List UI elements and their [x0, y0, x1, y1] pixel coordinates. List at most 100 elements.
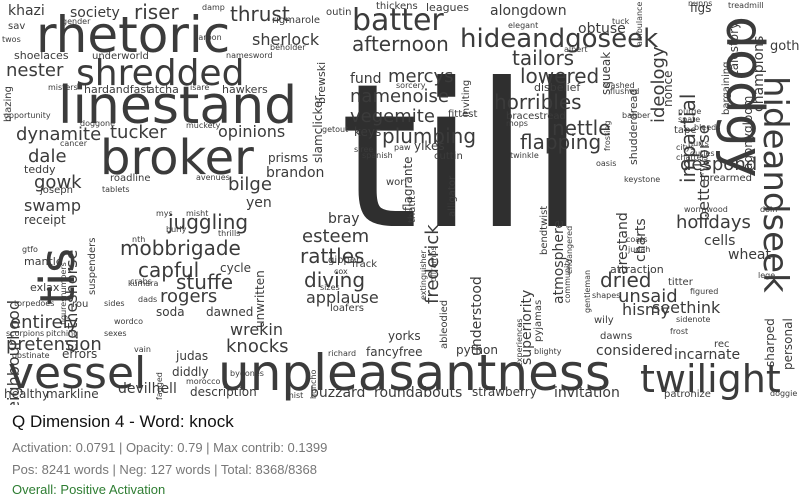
cloud-word: albert: [564, 45, 588, 54]
cloud-word: personal: [781, 318, 795, 370]
cloud-word: judah: [628, 245, 651, 254]
cloud-word: teddy: [24, 163, 56, 176]
cloud-word: beholder: [270, 43, 306, 52]
cloud-word: chattels: [676, 153, 708, 162]
cloud-word: dale: [28, 146, 67, 167]
cloud-word: wheat: [728, 247, 772, 263]
cloud-word: horribles: [494, 90, 582, 114]
cloud-word: gowk: [34, 172, 82, 193]
cloud-word: inviting: [461, 79, 472, 117]
cloud-word: hideandgoseek: [460, 24, 659, 54]
cloud-word: spanish: [362, 151, 393, 160]
activation-stats: Activation: 0.0791 | Opacity: 0.79 | Max…: [12, 440, 328, 455]
cloud-word: gtfo: [22, 245, 38, 254]
cloud-word: wily: [594, 315, 614, 326]
cloud-word: unpleasantness: [218, 344, 611, 402]
cloud-word: kumara: [128, 279, 159, 288]
cloud-word: shapes: [592, 291, 621, 300]
cloud-word: sides: [104, 299, 125, 308]
cloud-word: cows: [108, 380, 608, 406]
cloud-word: vegemite: [350, 106, 435, 127]
cloud-word: keystone: [624, 175, 661, 184]
cloud-word: obtuse: [578, 21, 626, 37]
cloud-word: lege: [758, 271, 776, 280]
cloud-word: shoelaces: [14, 49, 69, 62]
cloud-word: joseph: [40, 185, 73, 196]
cloud-word: patronize: [664, 389, 711, 400]
cloud-word: leagues: [426, 1, 470, 14]
cloud-word: stuffe: [176, 270, 234, 294]
cloud-word: purge: [678, 107, 702, 116]
cloud-word: honcho: [309, 369, 318, 399]
cloud-word: dried: [600, 268, 652, 292]
cloud-word: sharped: [763, 318, 777, 367]
cloud-word: bracestread: [506, 111, 566, 122]
cloud-word: babber: [622, 111, 651, 120]
cloud-word: community: [563, 257, 572, 303]
cloud-word: mist: [286, 391, 304, 400]
cloud-word: rhetoric: [36, 6, 231, 64]
cloud-word: gentleman: [583, 269, 592, 313]
cloud-word: cells: [704, 233, 736, 249]
cloud-word: mys: [156, 209, 173, 218]
cloud-word: agonygloom: [741, 95, 755, 170]
cloud-word: cancer: [60, 139, 87, 148]
cloud-word: sav: [8, 21, 26, 32]
cloud-word: blighty: [534, 347, 562, 356]
cloud-word: torpedoes: [14, 299, 55, 308]
cloud-word: bray: [328, 211, 360, 227]
cloud-word: treadmill: [728, 1, 764, 10]
cloud-word: burly: [166, 225, 187, 234]
cloud-word: invitation: [554, 385, 620, 401]
cloud-word: mops: [506, 119, 528, 128]
cloud-word: isare: [190, 83, 210, 92]
cloud-word: shudderdread: [627, 88, 640, 166]
cloud-word: flapping: [520, 130, 602, 154]
cloud-word: khazi: [8, 3, 45, 19]
cloud-word: knocks: [226, 336, 289, 357]
cloud-word: hawkers: [222, 83, 268, 96]
cloud-word: wordco: [114, 317, 143, 326]
cloud-word: nester: [6, 60, 64, 81]
cloud-word: thrills: [218, 229, 241, 238]
cloud-word: elegant: [508, 21, 539, 30]
cloud-word: incarnate: [674, 347, 741, 363]
cloud-word: hismy: [622, 300, 670, 319]
cloud-word: doggone: [80, 119, 116, 128]
cloud-word: brewski: [315, 61, 328, 104]
cloud-word: paw: [394, 143, 411, 152]
cloud-word: diving: [304, 268, 366, 292]
cloud-word: carbon: [194, 33, 222, 42]
cloud-word: strawberry: [472, 385, 537, 399]
cloud-word: opportunity: [4, 111, 51, 120]
cloud-word: dawned: [206, 305, 254, 319]
panel-title: Q Dimension 4 - Word: knock: [12, 412, 234, 431]
cloud-word: bleeds: [694, 123, 721, 132]
cloud-word: mantle: [24, 255, 63, 268]
cloud-word: oasis: [596, 159, 617, 168]
cloud-word: getout: [322, 125, 349, 134]
cloud-word: dawns: [600, 331, 633, 342]
cloud-word: linestand: [58, 76, 298, 136]
cloud-word: tailors: [512, 46, 575, 70]
cloud-word: receipt: [24, 213, 66, 227]
cloud-word: nth: [132, 235, 146, 244]
cloud-word: prisms: [268, 151, 309, 165]
cloud-word: titter: [668, 277, 693, 288]
cloud-word: rigmarole: [272, 15, 321, 26]
cloud-word: diddly: [172, 365, 209, 379]
cloud-word: suspenders: [87, 237, 98, 295]
cloud-word: alligator: [447, 175, 458, 217]
cloud-word: figuresnumbers: [59, 262, 68, 325]
cloud-word: broker: [100, 130, 254, 186]
cloud-word: misht: [186, 209, 209, 218]
cloud-word: worl: [386, 177, 408, 188]
cloud-word: juggling: [168, 210, 249, 234]
cloud-word: fagged: [155, 372, 164, 400]
cloud-word: till: [340, 41, 586, 274]
cloud-word: muckety: [186, 121, 221, 130]
cloud-word: doggie: [770, 389, 798, 398]
cloud-word: experiences: [515, 318, 524, 367]
cloud-word: tuck: [612, 17, 630, 26]
cloud-word: alongdown: [490, 3, 567, 19]
